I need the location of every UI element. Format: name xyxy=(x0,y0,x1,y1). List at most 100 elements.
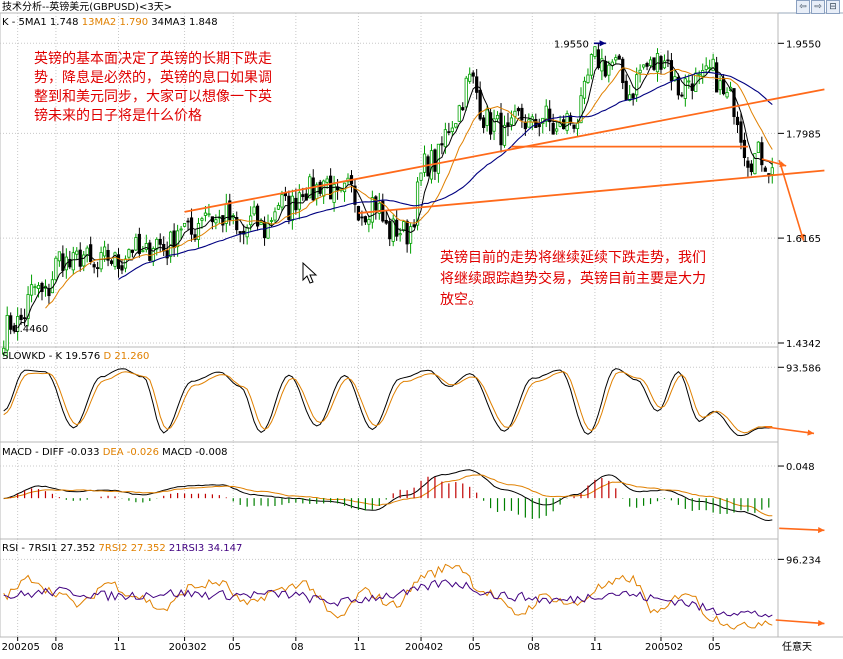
candle-body xyxy=(586,74,590,83)
candle-body xyxy=(482,117,486,128)
candle-body xyxy=(96,267,100,269)
candle-body xyxy=(405,220,409,245)
candle-body xyxy=(280,194,284,208)
y-tick-label: 1.4342 xyxy=(786,339,821,350)
candle-body xyxy=(262,221,267,239)
y-tick-label: 93.586 xyxy=(786,363,821,374)
candle-body xyxy=(353,185,357,205)
candle-body xyxy=(443,129,447,148)
rsi-header-text: RSI - 7RSI1 27.352 7RSI2 27.352 21RSI3 3… xyxy=(2,543,242,554)
candle-body xyxy=(16,316,20,332)
candle-body xyxy=(485,109,489,126)
candle-body xyxy=(624,80,628,101)
candle-body xyxy=(603,61,607,77)
annotation-line: 镑未来的日子将是什么价格 xyxy=(34,108,202,124)
back-arrow-icon[interactable]: ⇦ xyxy=(796,0,810,14)
candle-body xyxy=(259,222,263,226)
candle-body xyxy=(398,233,402,236)
indicator-value: 7RSI1 27.352 xyxy=(28,543,98,554)
candle-body xyxy=(12,325,16,332)
candle-body xyxy=(419,172,423,181)
price-axis: 1.9550 1.7985 1.6165 1.4342 xyxy=(778,39,821,350)
candle-body xyxy=(148,242,152,261)
indicator-value: 13MA2 1.790 xyxy=(82,17,152,28)
candle-body xyxy=(680,94,684,97)
candle-body xyxy=(537,124,541,128)
indicator-value: 5MA1 1.748 xyxy=(19,17,82,28)
candle-body xyxy=(697,73,701,76)
candle-body xyxy=(287,195,291,221)
x-tick-label: 08 xyxy=(291,642,304,653)
candle-body xyxy=(134,237,138,251)
x-tick-label: 200205 xyxy=(2,642,40,653)
indicator-name: RSI - xyxy=(2,543,28,554)
candle-body xyxy=(144,243,148,251)
candle-body xyxy=(113,252,117,267)
candle-body xyxy=(238,231,242,234)
candle-body xyxy=(582,80,587,99)
price-header-text: K - 5MA1 1.748 13MA2 1.790 34MA3 1.848 xyxy=(2,17,218,28)
candle-body xyxy=(735,116,740,126)
candle-body xyxy=(377,202,381,214)
candle-body xyxy=(495,114,500,120)
candle-body xyxy=(638,69,642,74)
indicator-name: MACD - xyxy=(2,447,42,458)
candle-body xyxy=(454,123,458,128)
candle-body xyxy=(388,221,392,240)
candle-body xyxy=(23,317,27,320)
candle-body xyxy=(176,230,180,248)
macd-marks xyxy=(3,469,825,534)
ma34-line xyxy=(118,71,773,280)
candle-body xyxy=(464,77,468,108)
candle-body xyxy=(68,258,72,268)
candle-body xyxy=(701,70,705,77)
indicator-value: 21RSI3 34.147 xyxy=(169,543,243,554)
candle-body xyxy=(36,285,41,289)
x-tick-label: 11 xyxy=(590,642,603,653)
candle-body xyxy=(516,108,521,112)
ma13-line xyxy=(45,67,773,309)
price-extreme-label: 1.9550 xyxy=(554,39,589,50)
candle-body xyxy=(273,211,277,221)
period-selector[interactable]: 任意天 xyxy=(782,640,812,653)
candle-body xyxy=(29,284,34,296)
candle-body xyxy=(269,220,274,222)
candle-body xyxy=(468,73,472,82)
candle-body xyxy=(708,67,712,70)
candle-body xyxy=(33,286,37,289)
candle-body xyxy=(739,121,743,143)
x-tick-label: 200402 xyxy=(405,642,443,653)
x-tick-label: 05 xyxy=(708,642,721,653)
y-tick-label: 0.048 xyxy=(786,462,815,473)
indicator-name: K - xyxy=(2,17,19,28)
candle-body xyxy=(214,219,218,224)
candle-body xyxy=(301,194,305,198)
candle-body xyxy=(162,244,166,252)
restore-window-icon[interactable]: ⊟ xyxy=(826,0,840,14)
candle-body xyxy=(402,221,406,231)
candle-body xyxy=(614,57,618,61)
indicator-value: MACD -0.008 xyxy=(162,447,227,458)
forward-arrow-icon[interactable]: ⇨ xyxy=(811,0,825,14)
candle-body xyxy=(9,315,13,330)
candle-body xyxy=(572,124,576,129)
candle-body xyxy=(534,119,538,128)
candle-body xyxy=(363,216,367,223)
candle-body xyxy=(276,205,281,210)
y-tick-label: 1.6165 xyxy=(786,234,821,245)
candle-body xyxy=(165,250,169,259)
candle-body xyxy=(311,177,315,201)
candle-body xyxy=(228,200,232,221)
candle-body xyxy=(123,258,128,269)
candle-body xyxy=(492,118,496,132)
candle-body xyxy=(19,314,23,320)
candle-body xyxy=(332,184,336,203)
candle-body xyxy=(54,257,58,281)
candle-body xyxy=(662,60,667,69)
candle-body xyxy=(523,121,527,130)
candle-body xyxy=(61,253,65,271)
candle-body xyxy=(676,77,680,96)
x-tick-label: 11 xyxy=(353,642,366,653)
x-tick-label: 200302 xyxy=(169,642,207,653)
